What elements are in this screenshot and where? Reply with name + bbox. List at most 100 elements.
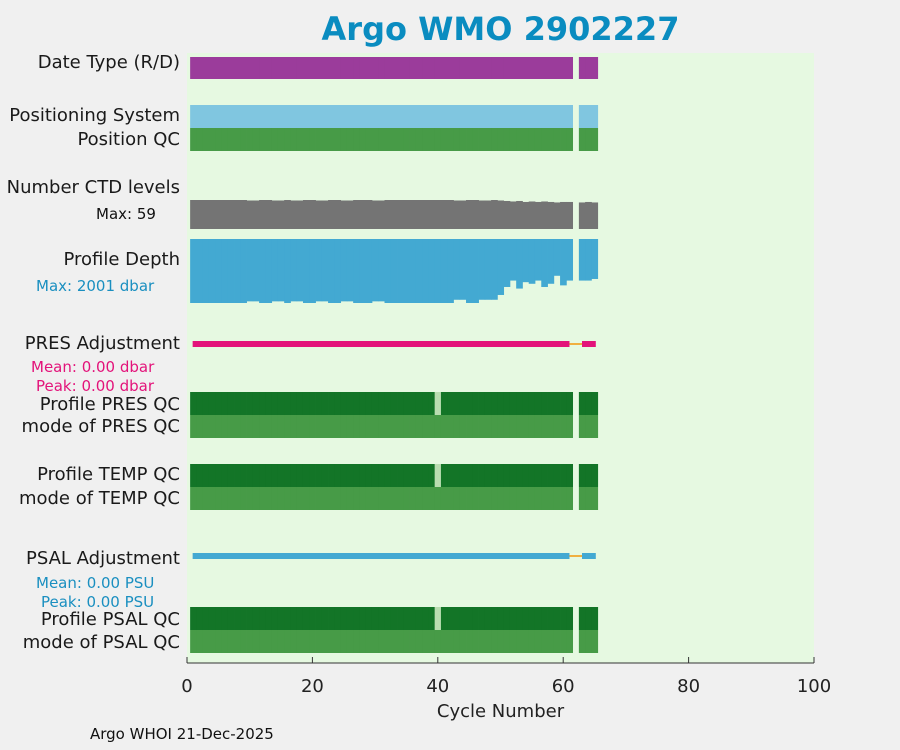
ctd-level-bar <box>397 200 404 229</box>
mode-temp-qc-cell <box>271 487 279 510</box>
date-type-cell <box>591 57 599 79</box>
profile-pres-qc-cell <box>221 392 229 415</box>
profile-depth-bar <box>428 239 436 303</box>
mode-pres-qc-cell <box>447 415 454 438</box>
mode-psal-qc-cell <box>353 630 360 653</box>
profile-pres-qc-cell <box>472 392 479 415</box>
date-type-cell <box>328 57 335 79</box>
mode-temp-qc-cell <box>422 487 429 510</box>
profile-pres-qc-cell <box>541 392 548 415</box>
mode-psal-qc-cell <box>365 630 373 653</box>
profile-depth-bar <box>491 239 498 300</box>
ctd-level-bar <box>221 200 229 229</box>
profile-temp-qc-cell <box>340 464 348 487</box>
mode-temp-qc-cell <box>403 487 410 510</box>
mode-psal-qc-cell <box>271 630 279 653</box>
positioning-system-cell <box>346 105 354 128</box>
psal-adjustment-row <box>192 553 596 559</box>
mode-psal-qc-cell <box>415 630 423 653</box>
date-type-cell <box>422 57 429 79</box>
profile-temp-qc-cell <box>478 464 486 487</box>
ctd-level-bar <box>528 201 536 229</box>
mode-psal-qc-cell <box>528 630 536 653</box>
position-qc-cell <box>415 128 423 151</box>
date-type-cell <box>378 57 385 79</box>
ctd-level-bar <box>353 200 360 229</box>
mode-temp-qc-cell <box>534 487 542 510</box>
position-qc-cell <box>397 128 404 151</box>
mode-temp-qc-cell <box>522 487 530 510</box>
mode-pres-qc-cell <box>290 415 298 438</box>
profile-psal-qc-cell <box>321 607 329 630</box>
positioning-system-cell <box>234 105 241 128</box>
profile-pres-qc-cell <box>390 392 398 415</box>
mode-pres-qc-cell <box>315 415 323 438</box>
profile-pres-qc-cell <box>359 392 367 415</box>
mode-pres-qc-cell <box>415 415 423 438</box>
position-qc-cell <box>284 128 291 151</box>
profile-pres-qc-cell <box>365 392 373 415</box>
profile-psal-qc-cell <box>440 607 448 630</box>
profile-depth-bar <box>259 239 266 303</box>
profile-temp-qc-cell <box>284 464 291 487</box>
mode-temp-qc-cell <box>509 487 517 510</box>
mode-psal-qc-row <box>190 630 599 653</box>
profile-psal-qc-cell <box>528 607 536 630</box>
mode-temp-qc-cell <box>447 487 454 510</box>
position-qc-cell <box>221 128 229 151</box>
mode-temp-qc-cell <box>284 487 291 510</box>
profile-pres-qc-cell <box>522 392 530 415</box>
positioning-system-cell <box>397 105 404 128</box>
ctd-level-bar <box>409 200 417 229</box>
profile-pres-qc-cell <box>428 392 436 415</box>
ctd-level-bar <box>215 200 222 229</box>
profile-pres-qc-cell <box>415 392 423 415</box>
mode-pres-qc-cell <box>491 415 498 438</box>
mode-temp-qc-cell <box>466 487 473 510</box>
mode-temp-qc-cell <box>585 487 592 510</box>
profile-temp-qc-cell <box>509 464 517 487</box>
mode-psal-qc-cell <box>422 630 429 653</box>
positioning-system-cell <box>509 105 517 128</box>
mode-psal-qc-cell <box>534 630 542 653</box>
profile-pres-qc-cell <box>265 392 273 415</box>
mode-pres-qc-cell <box>459 415 467 438</box>
position-qc-cell <box>578 128 586 151</box>
label-mode-pres-qc: mode of PRES QC <box>21 416 180 437</box>
profile-temp-qc-cell <box>240 464 247 487</box>
ctd-level-bar <box>378 200 385 229</box>
mode-temp-qc-cell <box>234 487 241 510</box>
profile-temp-qc-cell <box>378 464 385 487</box>
mode-psal-qc-cell <box>234 630 241 653</box>
position-qc-cell <box>371 128 379 151</box>
profile-depth-bar <box>534 239 542 281</box>
mode-psal-qc-cell <box>466 630 473 653</box>
profile-pres-qc-cell <box>190 392 197 415</box>
date-type-cell <box>497 57 505 79</box>
profile-pres-qc-row <box>190 392 599 415</box>
profile-pres-qc-cell <box>290 392 298 415</box>
mode-psal-qc-cell <box>190 630 197 653</box>
positioning-system-cell <box>227 105 235 128</box>
mode-temp-qc-cell <box>578 487 586 510</box>
profile-psal-qc-cell <box>190 607 197 630</box>
ctd-level-bar <box>346 200 354 229</box>
mode-temp-qc-cell <box>340 487 348 510</box>
mode-pres-qc-cell <box>509 415 517 438</box>
profile-pres-qc-cell <box>202 392 210 415</box>
profile-psal-qc-cell <box>328 607 335 630</box>
profile-temp-qc-cell <box>321 464 329 487</box>
ctd-level-bar <box>547 201 555 229</box>
profile-psal-qc-cell <box>227 607 235 630</box>
profile-depth-bar <box>321 239 329 302</box>
date-type-cell <box>547 57 555 79</box>
date-type-cell <box>491 57 498 79</box>
profile-psal-qc-cell <box>353 607 360 630</box>
profile-pres-qc-cell <box>547 392 555 415</box>
mode-pres-qc-cell <box>252 415 260 438</box>
profile-pres-qc-cell <box>509 392 517 415</box>
position-qc-cell <box>378 128 385 151</box>
ctd-level-bar <box>340 200 348 229</box>
positioning-system-cell <box>491 105 498 128</box>
mode-pres-qc-cell <box>259 415 266 438</box>
